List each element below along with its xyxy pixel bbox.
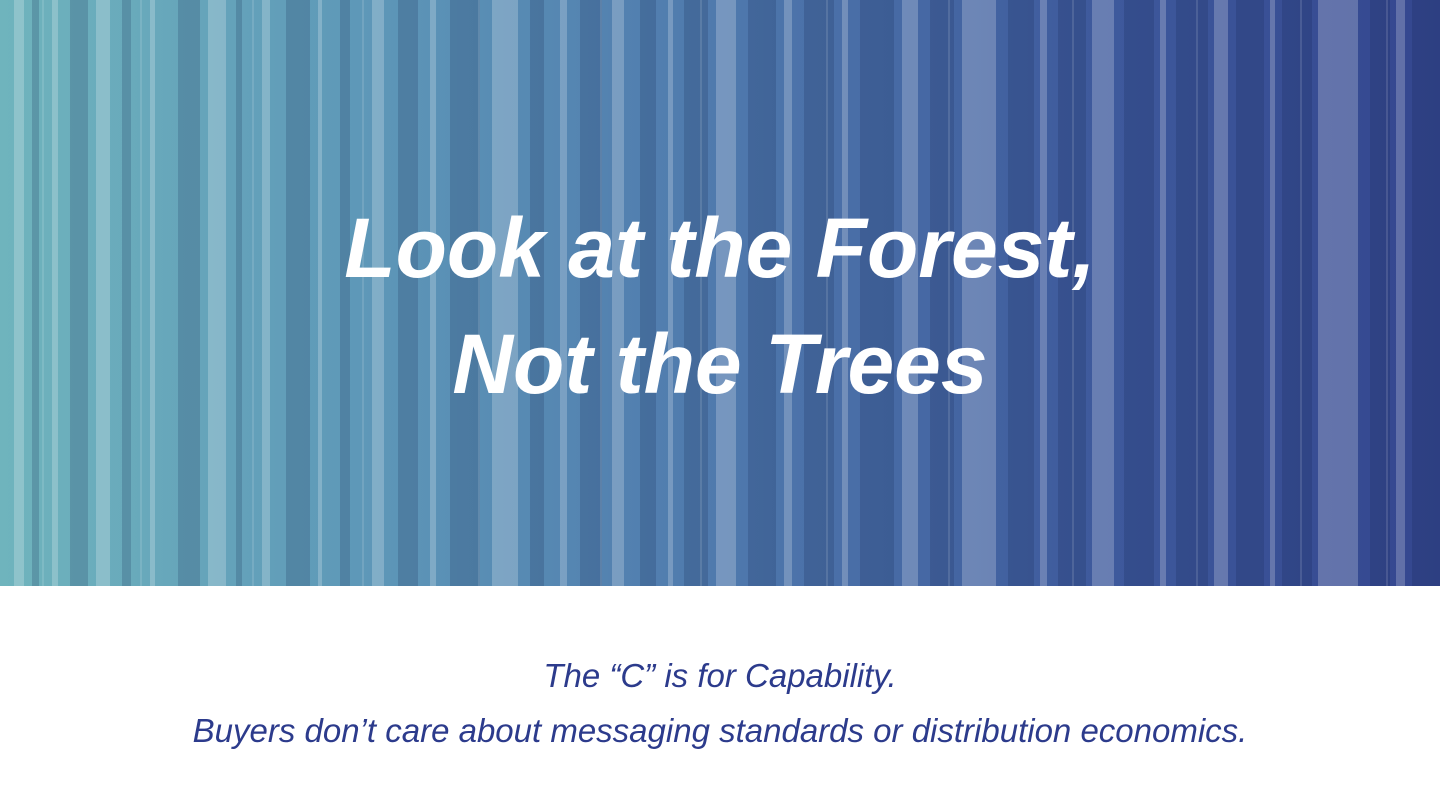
tree-trunks-image	[32, 0, 1440, 586]
caption-line-2: Buyers don’t care about messaging standa…	[192, 712, 1248, 749]
page-title: Look at the Forest, Not the Trees	[0, 190, 1440, 422]
caption: The “C” is for Capability. Buyers don’t …	[0, 648, 1440, 758]
title-line-1: Look at the Forest,	[344, 201, 1096, 295]
title-line-2: Not the Trees	[452, 317, 988, 411]
caption-line-1: The “C” is for Capability.	[543, 657, 897, 694]
forest-hero-image: Look at the Forest, Not the Trees	[0, 0, 1440, 586]
